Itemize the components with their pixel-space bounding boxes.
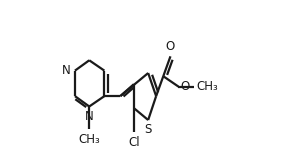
Text: Cl: Cl bbox=[128, 136, 140, 149]
Text: S: S bbox=[144, 123, 152, 136]
Text: CH₃: CH₃ bbox=[197, 80, 219, 93]
Text: O: O bbox=[166, 40, 175, 53]
Text: CH₃: CH₃ bbox=[78, 133, 100, 146]
Text: N: N bbox=[62, 64, 71, 77]
Text: O: O bbox=[181, 80, 190, 93]
Text: N: N bbox=[85, 110, 94, 123]
